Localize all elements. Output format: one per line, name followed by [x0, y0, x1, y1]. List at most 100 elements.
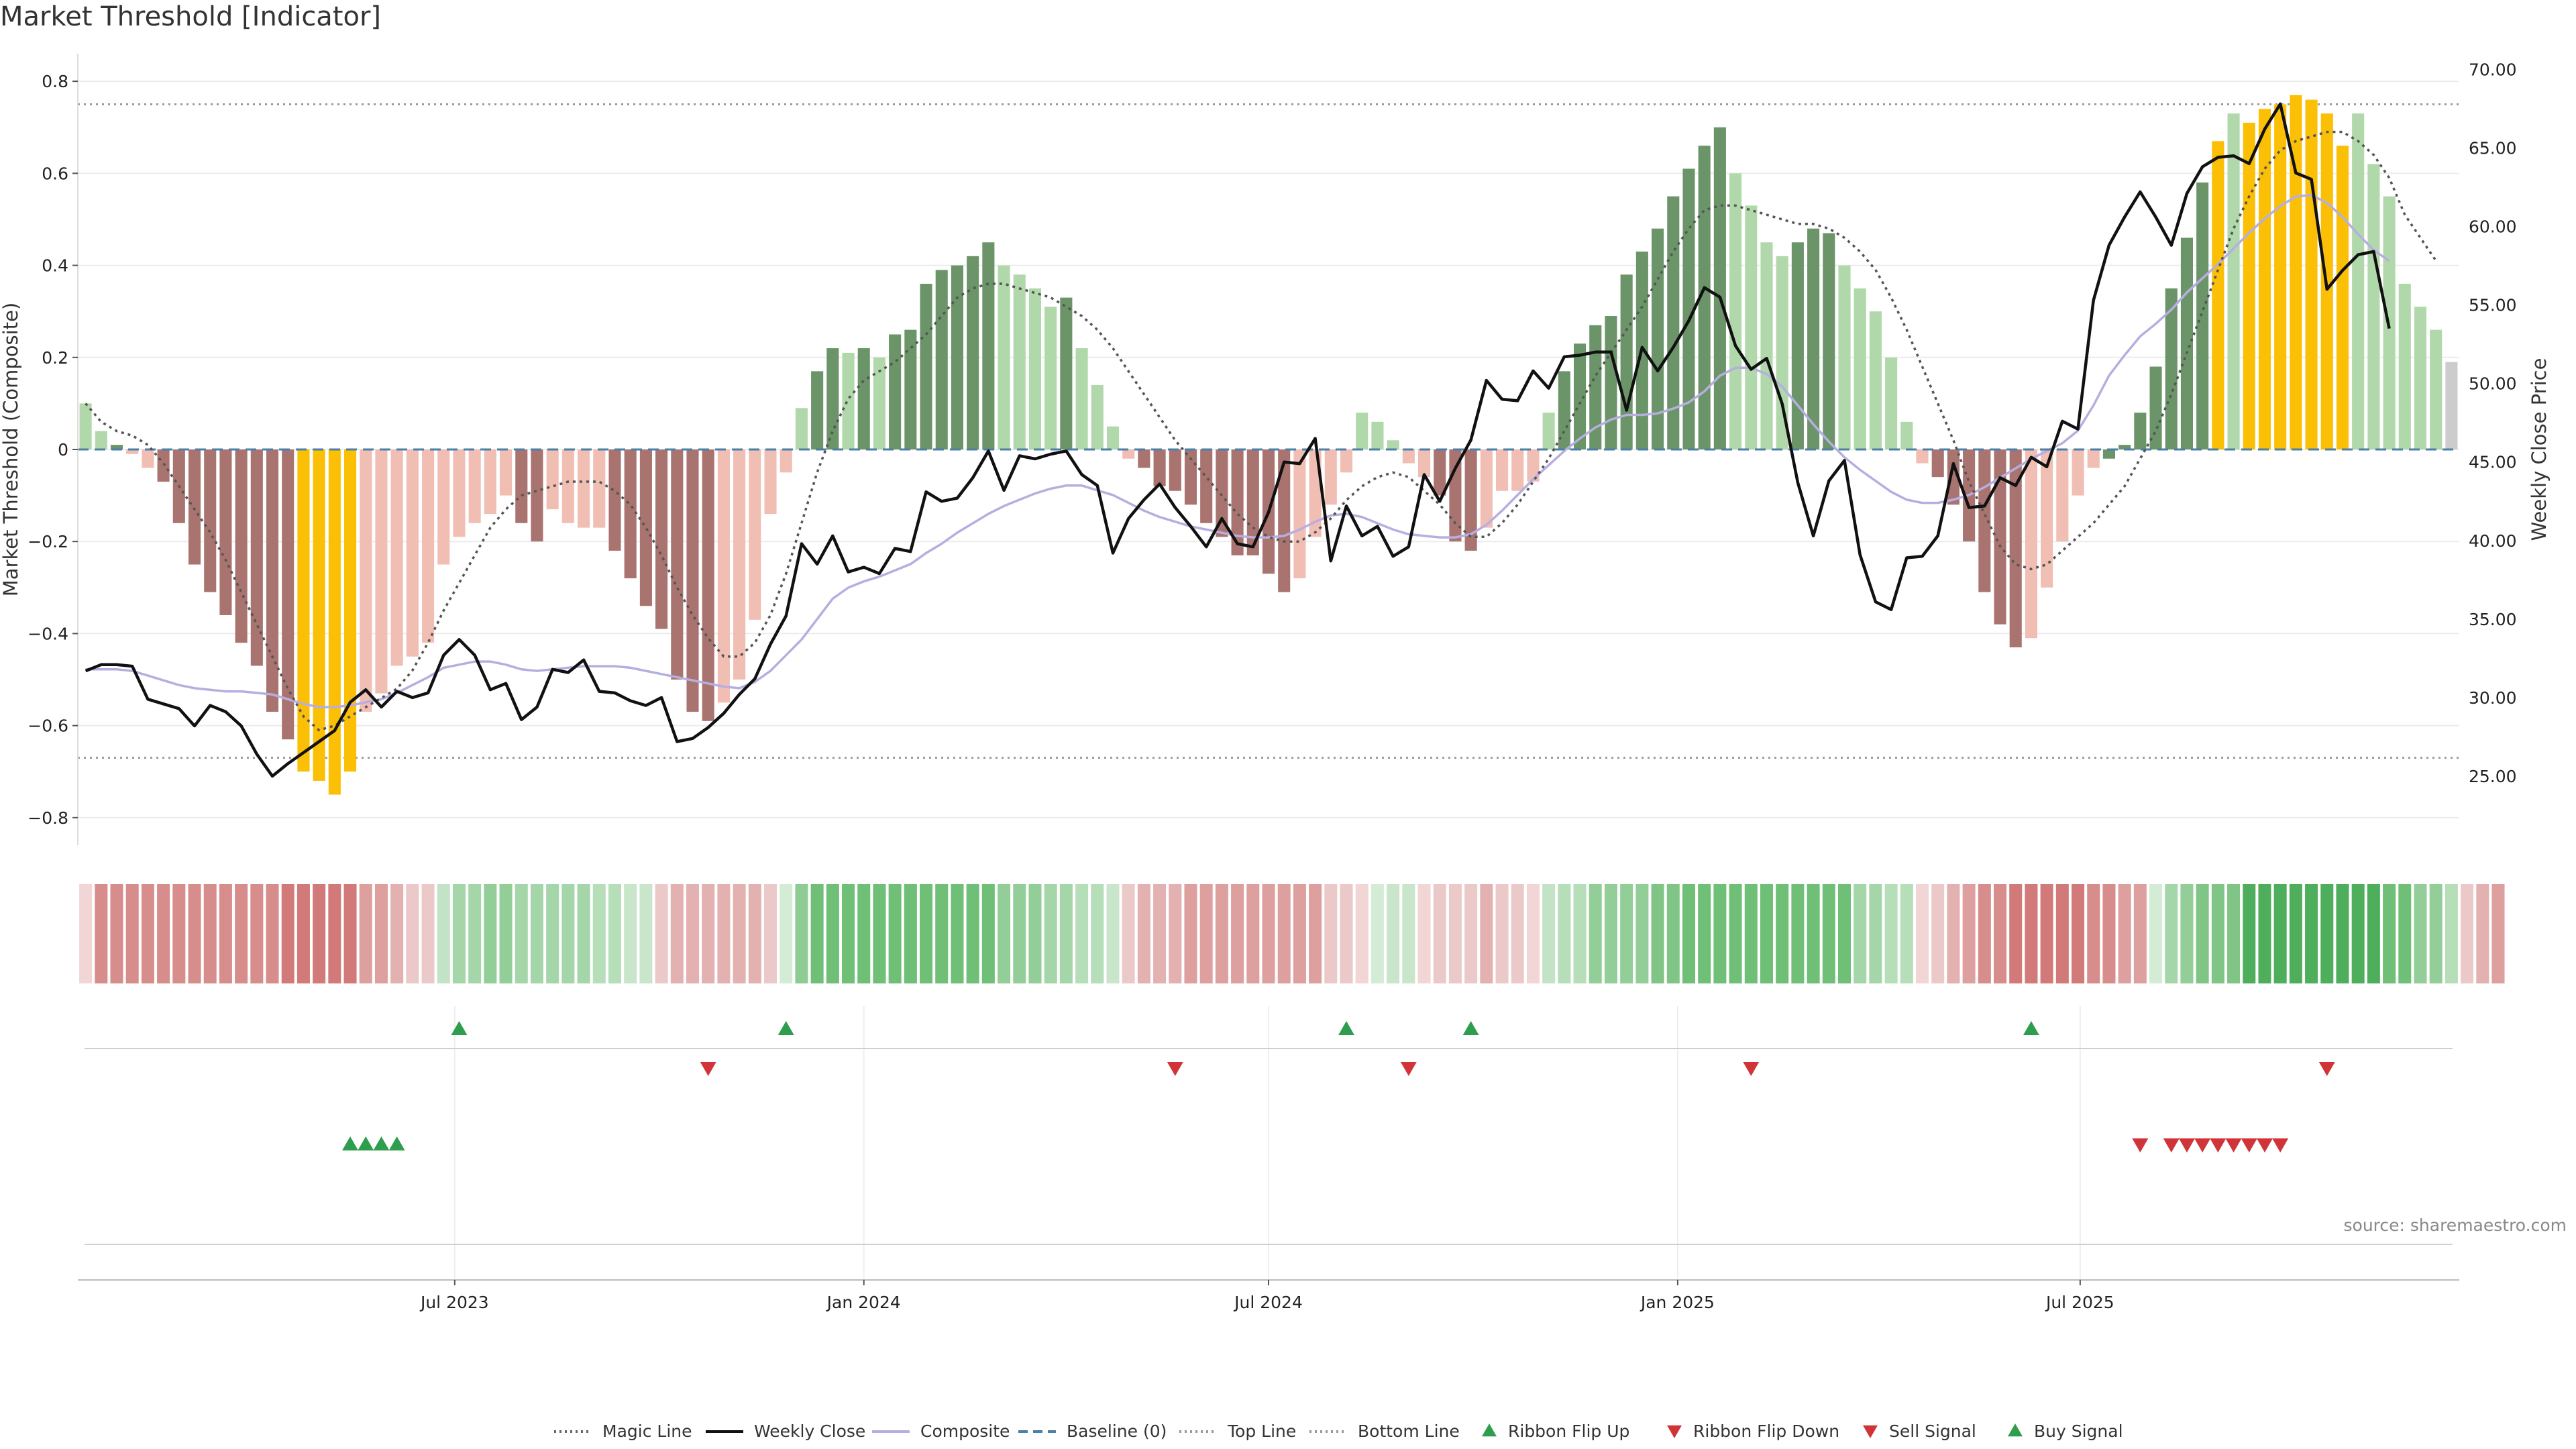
- composite-bar: [2445, 362, 2458, 449]
- ribbon-cell: [639, 884, 653, 983]
- composite-bars: [79, 95, 2458, 795]
- composite-bar: [2102, 449, 2115, 459]
- left-tick-label: 0.2: [42, 348, 68, 368]
- ribbon-cell: [1900, 884, 1913, 983]
- ribbon-cell: [1682, 884, 1695, 983]
- ribbon-cell: [1199, 884, 1213, 983]
- composite-bar: [2305, 99, 2318, 450]
- x-tick-label: Jul 2025: [2045, 1293, 2114, 1312]
- ribbon-cell: [1448, 884, 1462, 983]
- composite-bar: [1480, 449, 1493, 528]
- buy-signal-marker: [342, 1136, 359, 1150]
- ribbon-cell: [998, 884, 1011, 983]
- ribbon-cell: [406, 884, 419, 983]
- composite-bar: [1106, 426, 1120, 449]
- composite-bar: [1916, 449, 1929, 464]
- ribbon-cell: [920, 884, 933, 983]
- left-tick-label: 0.4: [42, 256, 68, 276]
- ribbon-cell: [1604, 884, 1617, 983]
- ribbon-cell: [1744, 884, 1758, 983]
- ribbon-cell: [2025, 884, 2038, 983]
- composite-bar: [1652, 228, 1664, 449]
- ribbon-cell: [437, 884, 450, 983]
- ribbon-cell: [1495, 884, 1509, 983]
- ribbon-cell: [592, 884, 606, 983]
- ribbon-cell: [826, 884, 839, 983]
- composite-bar: [1527, 449, 1540, 482]
- composite-bar: [2118, 445, 2131, 449]
- ribbon-flip-down-marker: [1167, 1062, 1183, 1076]
- sell-signal-marker: [2132, 1138, 2149, 1152]
- composite-bar: [2290, 95, 2302, 449]
- ribbon-cell: [2445, 884, 2458, 983]
- right-tick-label: 55.00: [2469, 296, 2517, 315]
- composite-bar: [250, 449, 263, 666]
- composite-bar: [857, 348, 870, 449]
- ribbon-flip-up-marker: [2023, 1021, 2039, 1035]
- ribbon-cell: [857, 884, 871, 983]
- ribbon-cell: [2180, 884, 2194, 983]
- ribbon-cell: [172, 884, 186, 983]
- ribbon-cell: [2196, 884, 2209, 983]
- legend-label: Weekly Close: [754, 1421, 865, 1441]
- ribbon-cell: [1837, 884, 1851, 983]
- composite-bar: [1574, 343, 1587, 449]
- ribbon-cell: [1293, 884, 1306, 983]
- composite-bar: [655, 449, 668, 629]
- composite-bar: [2430, 329, 2443, 449]
- ribbon-cell: [1059, 884, 1073, 983]
- ribbon-cell: [1106, 884, 1120, 983]
- right-tick-label: 60.00: [2469, 217, 2517, 237]
- grid-lines: [78, 80, 2459, 1281]
- composite-bar: [1028, 288, 1042, 449]
- composite-bar: [375, 449, 388, 694]
- composite-bar: [2212, 141, 2224, 450]
- composite-bar: [1060, 297, 1073, 449]
- composite-bar: [1713, 127, 1726, 449]
- composite-bar: [1371, 421, 1384, 449]
- composite-bar: [1278, 449, 1291, 592]
- ribbon-cell: [2383, 884, 2396, 983]
- ribbon-cell: [297, 884, 310, 983]
- ribbon-cell: [235, 884, 248, 983]
- composite-bar: [1854, 288, 1866, 449]
- composite-bar: [2274, 104, 2287, 450]
- ribbon-cell: [1542, 884, 1556, 983]
- composite-bar: [1216, 449, 1228, 537]
- ribbon-cell: [1184, 884, 1197, 983]
- composite-bar: [1760, 242, 1773, 449]
- ribbon-cell: [1309, 884, 1322, 983]
- ribbon-flip-down-marker: [1743, 1062, 1760, 1076]
- ribbon-cell: [390, 884, 404, 983]
- ribbon-cell: [2476, 884, 2489, 983]
- composite-bar: [2041, 449, 2053, 588]
- composite-bar: [1542, 413, 1555, 449]
- composite-bar: [1044, 307, 1057, 449]
- ribbon-cell: [2072, 884, 2085, 983]
- ribbon-cell: [203, 884, 217, 983]
- ribbon-cell: [1246, 884, 1260, 983]
- ribbon-cell: [670, 884, 684, 983]
- left-tick-label: −0.8: [28, 808, 68, 828]
- ribbon-cell: [2367, 884, 2380, 983]
- composite-bar: [531, 449, 543, 542]
- ribbon-cell: [1947, 884, 1960, 983]
- ribbon-flip-down-marker: [700, 1062, 716, 1076]
- composite-bar: [982, 242, 995, 449]
- composite-bar: [717, 449, 730, 703]
- composite-bar: [188, 449, 201, 565]
- composite-bar: [515, 449, 528, 523]
- ribbon-cell: [717, 884, 731, 983]
- ribbon-cell: [966, 884, 979, 983]
- composite-bar: [297, 449, 310, 772]
- right-tick-label: 40.00: [2469, 531, 2517, 551]
- ribbon-cell: [1091, 884, 1104, 983]
- ribbon-cell: [733, 884, 746, 983]
- ribbon-cell: [1760, 884, 1773, 983]
- composite-bar: [360, 449, 372, 712]
- composite-bar: [749, 449, 761, 620]
- ribbon-cell: [1589, 884, 1602, 983]
- sell-signal-marker: [2272, 1138, 2289, 1152]
- composite-bar: [1091, 384, 1104, 449]
